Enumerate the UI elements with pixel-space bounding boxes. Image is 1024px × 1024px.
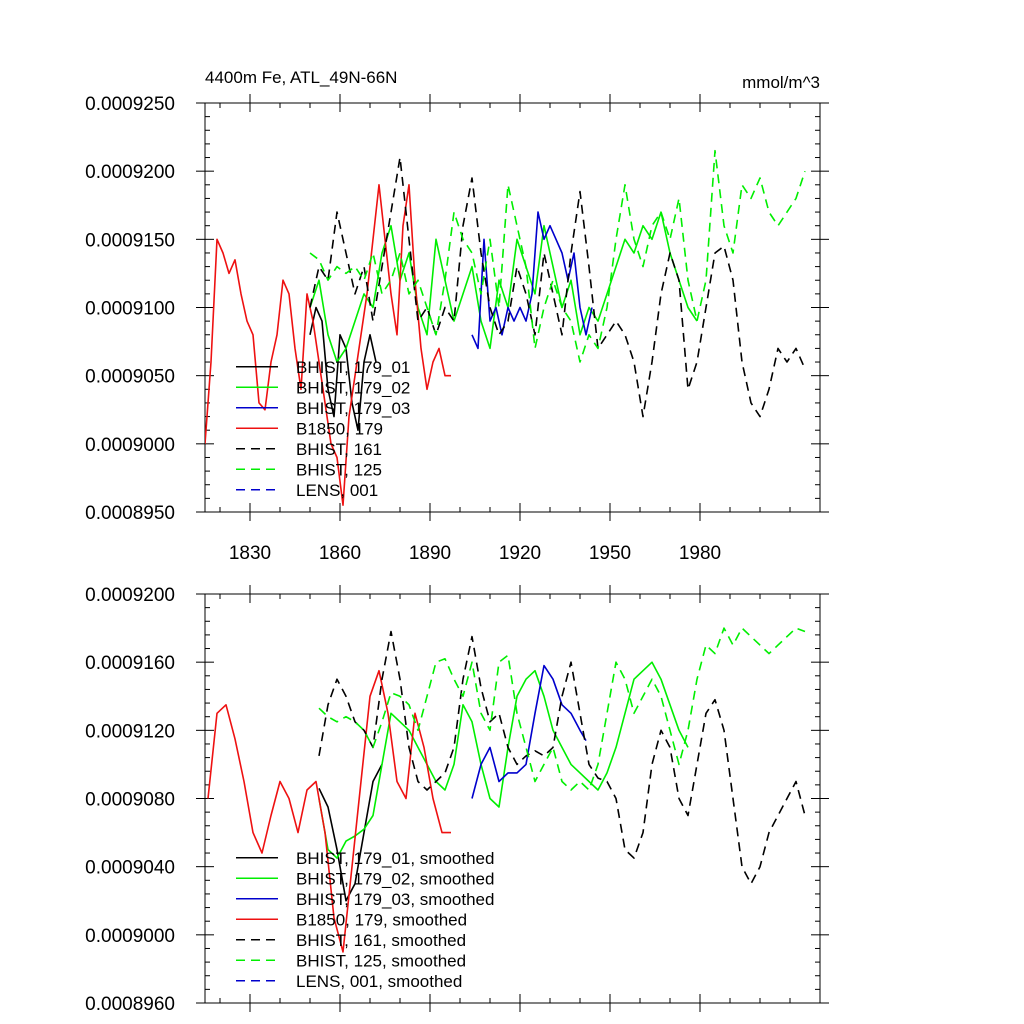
y-tick-label: 0.0009160 — [85, 653, 175, 674]
y-tick-label: 0.0008950 — [85, 503, 175, 524]
legend-label: BHIST, 161, smoothed — [296, 931, 466, 950]
chart-units: mmol/m^3 — [742, 73, 820, 92]
legend-label: B1850, 179 — [296, 419, 383, 438]
legend-label: BHIST, 179_02, smoothed — [296, 869, 494, 888]
x-tick-label: 1980 — [679, 543, 721, 564]
series-line-4 — [318, 630, 806, 885]
series-line-1 — [318, 661, 689, 859]
legend-label: B1850, 179, smoothed — [296, 910, 467, 929]
y-tick-label: 0.0009200 — [85, 162, 175, 183]
series-group — [205, 149, 806, 507]
y-tick-label: 0.0009000 — [85, 435, 175, 456]
x-tick-label: 1830 — [229, 543, 271, 564]
x-tick-label: 1860 — [319, 543, 361, 564]
legend-label: BHIST, 179_02 — [296, 378, 410, 397]
top-panel: 0.0008950 0.0009000 0.0009050 0.0009100 0.00… — [85, 68, 829, 564]
y-tick-label: 0.0009150 — [85, 230, 175, 251]
legend-label: LENS, 001, smoothed — [296, 972, 462, 991]
series-line-5 — [309, 149, 806, 363]
legend-label: LENS, 001 — [296, 481, 378, 500]
x-tick-label: 1920 — [499, 543, 541, 564]
y-tick-label: 0.0008960 — [85, 994, 175, 1015]
series-line-0 — [318, 764, 383, 902]
y-tick-label: 0.0009000 — [85, 926, 175, 947]
legend-label: BHIST, 179_01 — [296, 358, 410, 377]
series-line-0 — [309, 306, 377, 432]
chart-title: 4400m Fe, ATL_49N-66N — [205, 68, 397, 87]
series-line-5 — [318, 627, 806, 791]
y-tick-label: 0.0009050 — [85, 367, 175, 388]
series-line-2 — [471, 664, 587, 799]
bottom-panel: 0.0008960 0.0009000 0.0009040 0.0009080 0.00… — [85, 585, 829, 1015]
legend-label: BHIST, 179_03, smoothed — [296, 890, 494, 909]
legend-label: BHIST, 125, smoothed — [296, 951, 466, 970]
series-line-3 — [207, 669, 451, 953]
y-tick-label: 0.0009040 — [85, 858, 175, 879]
x-tick-label: 1890 — [409, 543, 451, 564]
series-group — [207, 627, 806, 953]
y-tick-label: 0.0009080 — [85, 790, 175, 811]
series-line-3 — [205, 184, 451, 507]
y-tick-label: 0.0009250 — [85, 94, 175, 115]
legend-label: BHIST, 179_03 — [296, 399, 410, 418]
legend-label: BHIST, 161 — [296, 440, 382, 459]
y-tick-label: 0.0009200 — [85, 585, 175, 606]
series-line-1 — [309, 211, 698, 363]
series-line-2 — [471, 211, 593, 350]
legend-label: BHIST, 179_01, smoothed — [296, 849, 494, 868]
x-tick-label: 1950 — [589, 543, 631, 564]
y-tick-label: 0.0009120 — [85, 721, 175, 742]
legend-label: BHIST, 125 — [296, 460, 382, 479]
series-line-4 — [309, 156, 806, 418]
y-tick-label: 0.0009100 — [85, 299, 175, 320]
